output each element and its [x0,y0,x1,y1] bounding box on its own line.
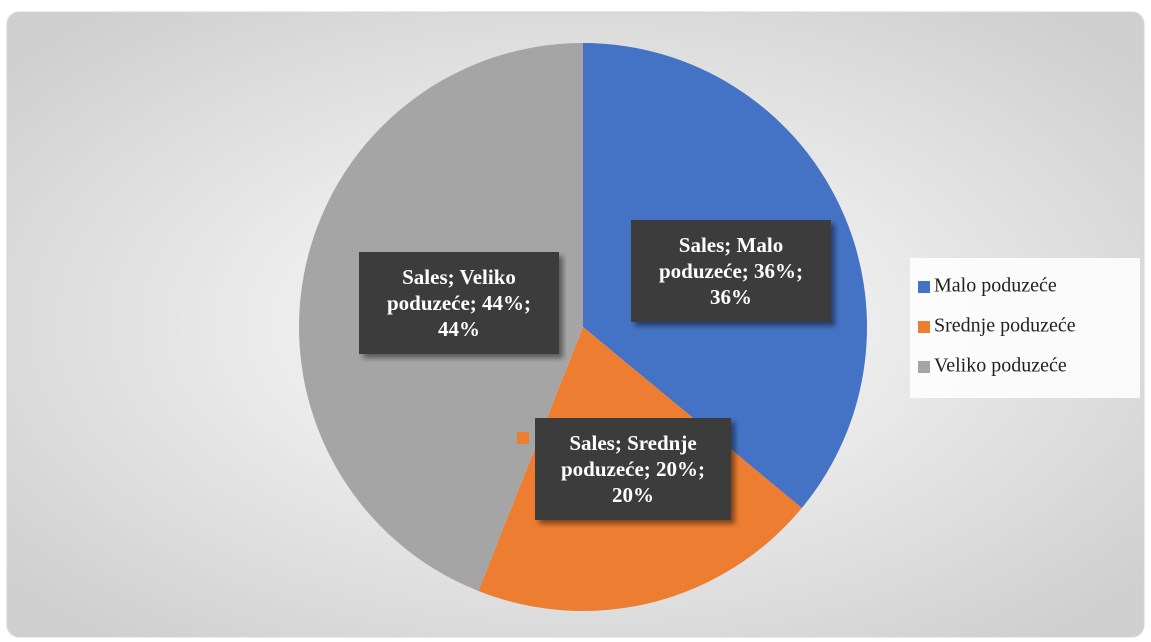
legend-swatch [918,281,930,293]
legend-label: Veliko poduzeće [934,355,1067,377]
data-label-text: Sales; Malo poduzeće; 36%; 36% [631,220,831,322]
data-labels: Sales; Malo poduzeće; 36%; 36% Sales; Sre… [359,220,831,520]
data-label: Sales; Veliko poduzeće; 44%; 44% [359,252,559,354]
label-key [517,432,529,444]
data-label-text: Sales; Veliko poduzeće; 44%; 44% [359,252,559,354]
legend-swatch [918,321,930,333]
legend-swatch [918,361,930,373]
legend: Malo poduzeće Srednje poduzeće Veliko podu… [918,275,1076,377]
legend-label: Malo poduzeće [934,275,1057,297]
legend-label: Srednje poduzeće [934,315,1076,337]
data-label-text: Sales; Srednje poduzeće; 20%; 20% [535,418,731,520]
data-label: Sales; Malo poduzeće; 36%; 36% [631,220,831,322]
data-label: Sales; Srednje poduzeće; 20%; 20% [535,418,731,520]
legend-box [910,258,1140,398]
